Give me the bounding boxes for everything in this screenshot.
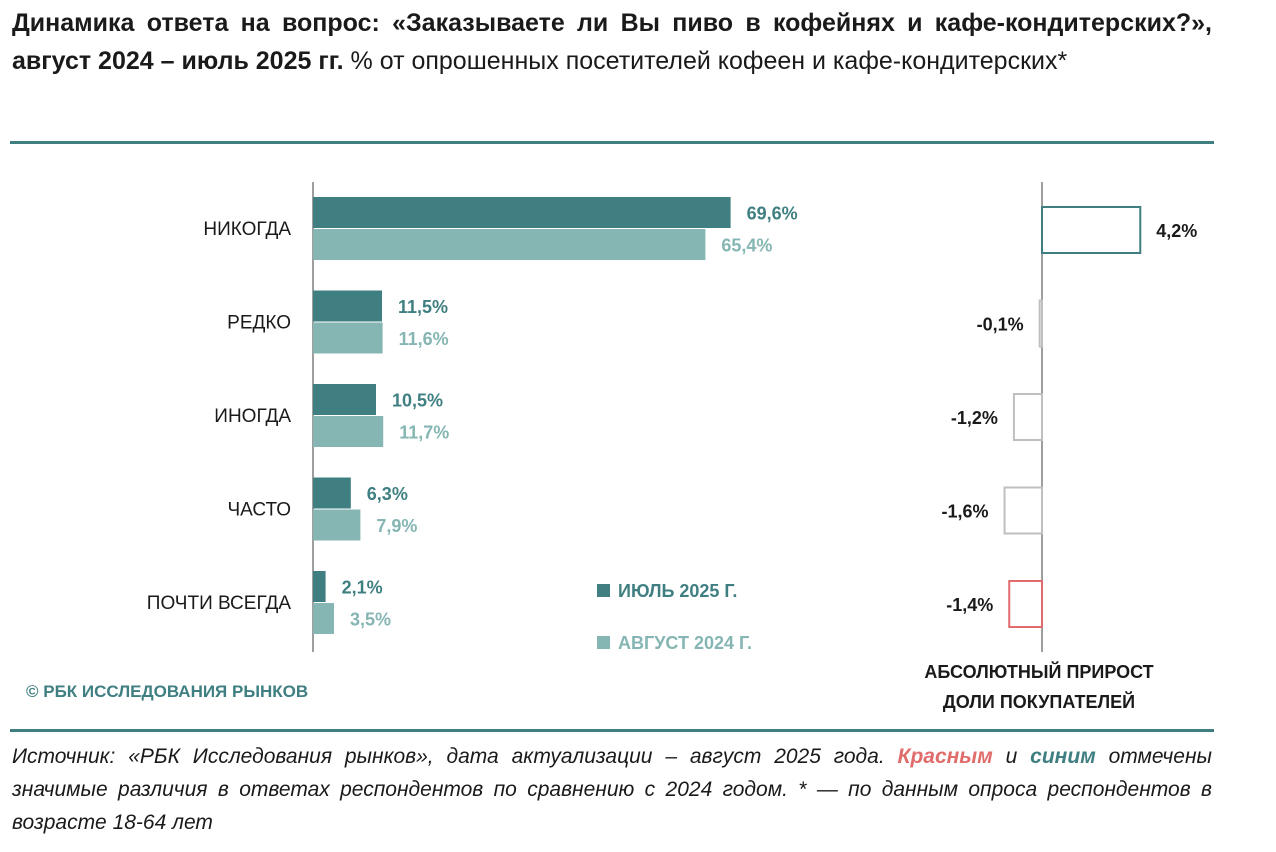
- source-note-part1: Источник: «РБК Исследования рынков», дат…: [12, 745, 898, 768]
- source-note-blue-word: синим: [1030, 745, 1096, 768]
- bar-2024: [313, 322, 383, 354]
- bar-2024: [313, 416, 384, 447]
- delta-bar: [1008, 580, 1043, 628]
- chart-area: НИКОГДА 69,6% 65,4% РЕДКО 11,5% 11,6% ИНОГДА 10…: [147, 182, 1197, 712]
- bar-2025: [313, 571, 326, 602]
- category-label: ПОЧТИ ВСЕГДА: [147, 593, 292, 614]
- value-label-2024: 7,9%: [376, 516, 417, 536]
- delta-bar: [1041, 206, 1142, 254]
- source-note-red-word: Красным: [897, 745, 993, 768]
- delta-label: -1,6%: [942, 502, 989, 522]
- value-label-2025: 69,6%: [747, 204, 798, 224]
- bottom-divider: [10, 729, 1214, 732]
- bar-2025: [313, 477, 351, 509]
- source-note-part2: и: [992, 745, 1031, 768]
- category-label: ЧАСТО: [227, 500, 291, 521]
- delta-bar: [1003, 486, 1043, 535]
- delta-bar: [1038, 299, 1044, 348]
- legend: ИЮЛЬ 2025 Г. АВГУСТ 2024 Г.: [597, 581, 752, 653]
- delta-label: -1,4%: [946, 595, 993, 615]
- value-label-2025: 2,1%: [342, 578, 383, 598]
- chart-title-bold: Динамика ответа на вопрос: «Заказываете …: [12, 9, 1212, 75]
- delta-bar: [1012, 393, 1043, 441]
- top-divider: [10, 141, 1214, 144]
- source-credit: © РБК ИССЛЕДОВАНИЯ РЫНКОВ: [26, 682, 309, 701]
- chart-title-subtitle: % от опрошенных посетителей кофеен и каф…: [343, 47, 1068, 75]
- legend-swatch-2024: [597, 636, 610, 649]
- chart-title: Динамика ответа на вопрос: «Заказываете …: [12, 4, 1212, 80]
- legend-swatch-2025: [597, 584, 610, 597]
- legend-label-2024: АВГУСТ 2024 Г.: [618, 633, 752, 653]
- value-label-2025: 11,5%: [398, 297, 448, 317]
- category-label: ИНОГДА: [214, 406, 291, 427]
- bar-2025: [313, 197, 731, 228]
- delta-label: -0,1%: [977, 315, 1024, 335]
- category-label: НИКОГДА: [203, 219, 291, 240]
- delta-title-line2: ДОЛИ ПОКУПАТЕЛЕЙ: [943, 691, 1135, 712]
- bar-2024: [313, 509, 361, 541]
- bar-2024: [313, 603, 334, 634]
- value-label-2024: 65,4%: [721, 236, 772, 256]
- bar-2025: [313, 384, 376, 415]
- value-label-2024: 11,7%: [399, 423, 449, 443]
- bar-2025: [313, 290, 382, 322]
- bar-2024: [313, 229, 706, 260]
- value-label-2025: 6,3%: [367, 484, 408, 504]
- value-label-2025: 10,5%: [392, 391, 443, 411]
- delta-label: -1,2%: [951, 408, 998, 428]
- category-label: РЕДКО: [227, 313, 291, 334]
- source-note: Источник: «РБК Исследования рынков», дат…: [12, 740, 1212, 839]
- source-note-part3: отмечены значимые различия в ответах рес…: [12, 745, 1212, 834]
- value-label-2024: 11,6%: [399, 329, 449, 349]
- value-label-2024: 3,5%: [350, 610, 391, 630]
- delta-label: 4,2%: [1156, 221, 1197, 241]
- delta-title-line1: АБСОЛЮТНЫЙ ПРИРОСТ: [924, 661, 1153, 682]
- legend-label-2025: ИЮЛЬ 2025 Г.: [618, 581, 737, 601]
